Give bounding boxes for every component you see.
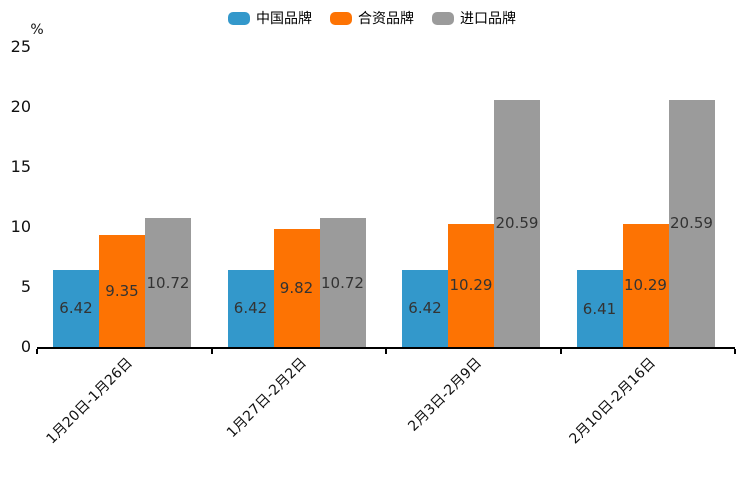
legend-item-series-1[interactable]: 合资品牌 — [330, 8, 414, 28]
x-axis-tick — [210, 349, 213, 354]
bar-series-1-group-0 — [99, 234, 145, 347]
bar-value-label: 6.42 — [408, 299, 442, 318]
legend-label: 合资品牌 — [358, 11, 414, 27]
x-axis-category-label: 1月20日-1月26日 — [43, 355, 136, 448]
x-axis-category-label: 1月27日-2月2日 — [224, 355, 311, 441]
bar-series-0-group-0 — [53, 269, 99, 347]
x-axis-line — [37, 347, 735, 349]
y-axis-unit-label: % — [30, 22, 44, 38]
bar-value-label: 20.59 — [670, 214, 713, 233]
legend-swatch-icon — [432, 11, 454, 25]
y-axis-tick-label: 20 — [10, 97, 31, 116]
bar-series-0-group-2 — [402, 269, 448, 347]
legend-label: 进口品牌 — [460, 11, 516, 27]
bar-value-label: 10.72 — [146, 273, 190, 292]
x-axis-tick — [734, 349, 736, 354]
bar-value-label: 10.29 — [449, 276, 493, 295]
legend-item-series-0[interactable]: 中国品牌 — [228, 8, 312, 28]
bar-series-2-group-2 — [494, 99, 540, 347]
x-axis-category-label: 2月10日-2月16日 — [566, 355, 660, 448]
bar-series-1-group-3 — [622, 223, 669, 347]
bar-series-1-group-2 — [448, 223, 494, 347]
y-axis-tick-label: 25 — [10, 37, 31, 56]
bar-value-label: 6.42 — [233, 299, 268, 318]
bar-value-label: 9.82 — [279, 279, 314, 298]
y-axis-tick-label: 10 — [10, 217, 31, 236]
y-axis-tick-label: 0 — [20, 337, 31, 356]
bar-series-0-group-3 — [576, 270, 623, 347]
x-axis-category-label: 2月3日-2月9日 — [404, 355, 485, 435]
bar-value-label: 10.72 — [321, 273, 364, 292]
bar-value-label: 10.29 — [624, 276, 667, 295]
y-axis-tick-label: 15 — [10, 157, 31, 176]
x-axis-tick — [36, 349, 38, 354]
legend: 中国品牌 合资品牌 进口品牌 — [0, 8, 744, 28]
bar-series-0-group-1 — [227, 269, 274, 347]
bar-value-label: 6.42 — [59, 299, 93, 318]
x-axis-tick — [559, 349, 562, 354]
bar-value-label: 6.41 — [582, 299, 617, 318]
y-axis-tick-label: 5 — [20, 277, 31, 296]
bar-series-2-group-0 — [145, 218, 191, 347]
bar-series-2-group-3 — [668, 99, 715, 347]
bar-value-label: 9.35 — [105, 281, 139, 300]
bar-series-1-group-1 — [273, 229, 320, 347]
bar-series-2-group-1 — [319, 218, 366, 347]
legend-swatch-icon — [330, 11, 352, 25]
legend-swatch-icon — [228, 11, 250, 25]
x-axis-tick — [385, 349, 387, 354]
legend-label: 中国品牌 — [256, 11, 312, 27]
bar-value-label: 20.59 — [495, 214, 539, 233]
legend-item-series-2[interactable]: 进口品牌 — [432, 8, 516, 28]
